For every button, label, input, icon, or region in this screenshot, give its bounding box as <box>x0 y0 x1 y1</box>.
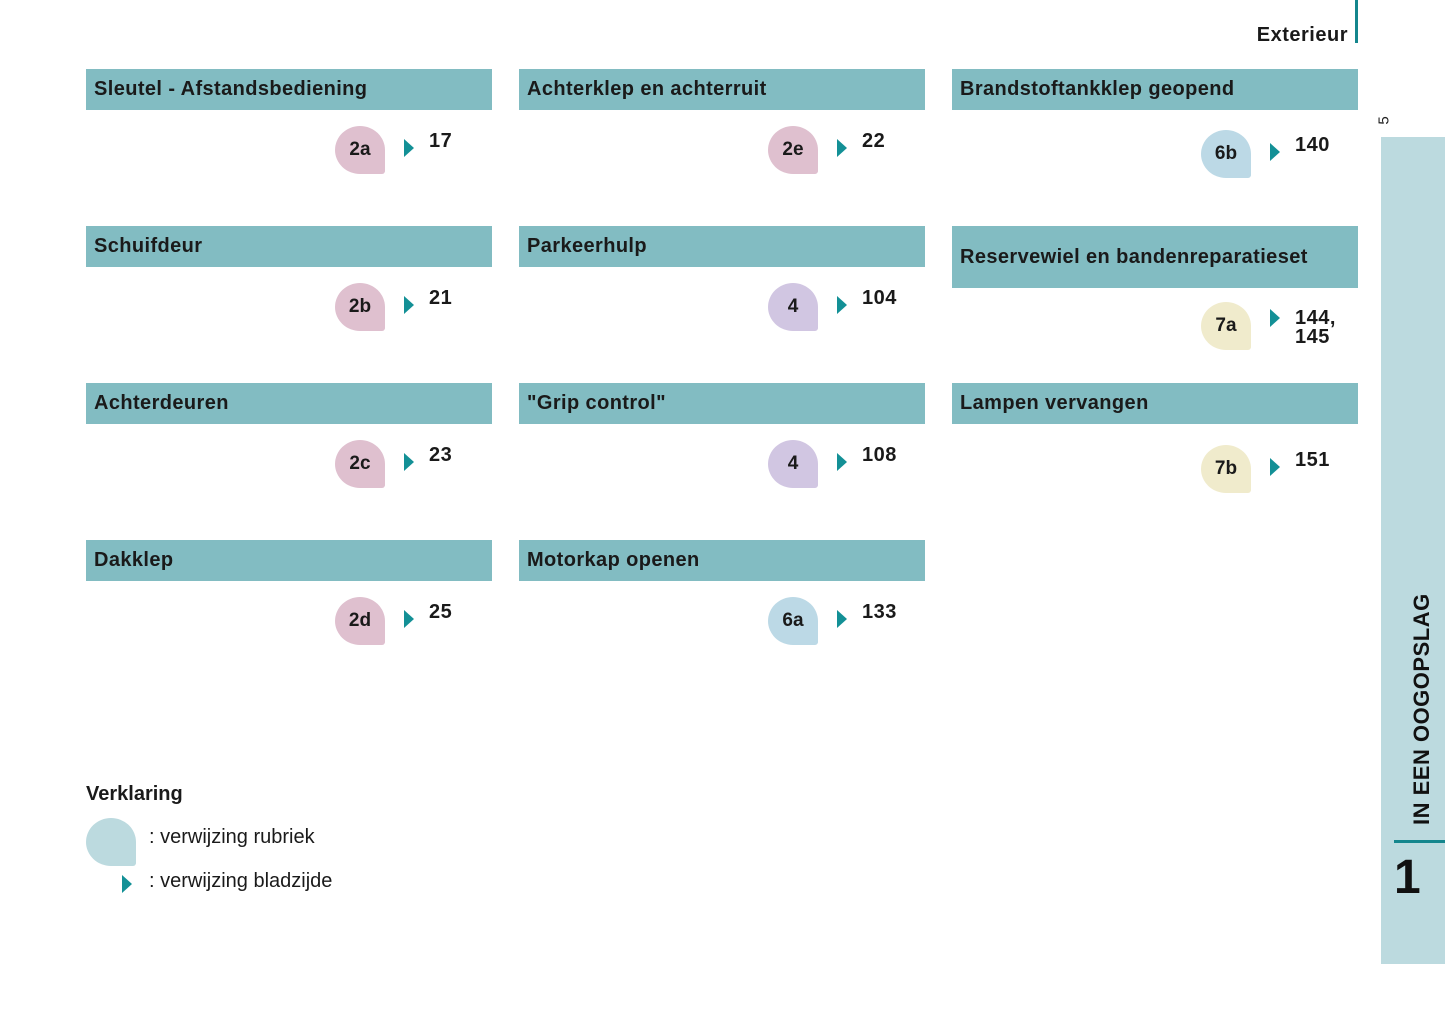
card-schuifdeur: Schuifdeur 2b 21 <box>86 226 492 343</box>
page-arrow-icon <box>837 610 847 628</box>
page-ref[interactable]: 23 <box>429 444 453 466</box>
card-title: Parkeerhulp <box>519 226 925 267</box>
card-title: Brandstoftankklep geopend <box>952 69 1358 110</box>
card-lampen: Lampen vervangen 7b 151 <box>952 383 1358 505</box>
card-brandstoftankklep: Brandstoftankklep geopend 6b 140 <box>952 69 1358 190</box>
rubric-bubble[interactable]: 2e <box>768 126 818 174</box>
page-arrow-icon <box>1270 143 1280 161</box>
rubric-bubble[interactable]: 4 <box>768 283 818 331</box>
page-ref[interactable]: 21 <box>429 287 453 309</box>
page-arrow-icon <box>404 453 414 471</box>
page-arrow-icon <box>837 296 847 314</box>
legend-rubric-bubble-icon <box>86 818 136 866</box>
legend-page-text: : verwijzing bladzijde <box>149 870 333 892</box>
card-title: Achterdeuren <box>86 383 492 424</box>
page-arrow-icon <box>404 296 414 314</box>
rubric-bubble[interactable]: 2d <box>335 597 385 645</box>
page-number: 5 <box>1375 116 1393 125</box>
chapter-number: 1 <box>1394 851 1421 904</box>
page-ref[interactable]: 25 <box>429 601 453 623</box>
card-title: Reservewiel en bandenreparatieset <box>952 226 1358 288</box>
rubric-bubble[interactable]: 6a <box>768 597 818 645</box>
rubric-bubble[interactable]: 6b <box>1201 130 1251 178</box>
rubric-bubble[interactable]: 7a <box>1201 302 1251 350</box>
card-grip-control: "Grip control" 4 108 <box>519 383 925 500</box>
card-sleutel: Sleutel - Afstandsbediening 2a 17 <box>86 69 492 186</box>
page-ref-1[interactable]: 144, <box>1295 307 1336 329</box>
card-dakklep: Dakklep 2d 25 <box>86 540 492 657</box>
rubric-bubble[interactable]: 7b <box>1201 445 1251 493</box>
card-title: Sleutel - Afstandsbediening <box>86 69 492 110</box>
chapter-divider <box>1394 840 1445 843</box>
page-ref[interactable]: 144, 145 <box>1295 307 1336 348</box>
section-title: Exterieur <box>1256 24 1348 46</box>
rubric-bubble[interactable]: 2c <box>335 440 385 488</box>
page-arrow-icon <box>837 139 847 157</box>
card-title: Achterklep en achterruit <box>519 69 925 110</box>
chapter-tab[interactable] <box>1381 137 1445 964</box>
page-ref[interactable]: 17 <box>429 130 453 152</box>
rubric-bubble[interactable]: 4 <box>768 440 818 488</box>
legend-title: Verklaring <box>86 783 183 805</box>
card-motorkap: Motorkap openen 6a 133 <box>519 540 925 657</box>
page-ref[interactable]: 108 <box>862 444 897 466</box>
card-title: "Grip control" <box>519 383 925 424</box>
page-ref[interactable]: 104 <box>862 287 897 309</box>
card-title: Schuifdeur <box>86 226 492 267</box>
card-parkeerhulp: Parkeerhulp 4 104 <box>519 226 925 343</box>
card-title: Dakklep <box>86 540 492 581</box>
page-ref[interactable]: 140 <box>1295 134 1330 156</box>
card-title: Lampen vervangen <box>952 383 1358 424</box>
legend-rubric-text: : verwijzing rubriek <box>149 826 315 848</box>
page-ref-2[interactable]: 145 <box>1295 326 1330 348</box>
card-achterklep: Achterklep en achterruit 2e 22 <box>519 69 925 186</box>
page-arrow-icon <box>404 610 414 628</box>
page-ref[interactable]: 151 <box>1295 449 1330 471</box>
rubric-bubble[interactable]: 2b <box>335 283 385 331</box>
section-divider <box>1355 0 1358 43</box>
page-arrow-icon <box>404 139 414 157</box>
card-achterdeuren: Achterdeuren 2c 23 <box>86 383 492 500</box>
page-arrow-icon <box>1270 309 1280 327</box>
page-ref[interactable]: 133 <box>862 601 897 623</box>
chapter-title: IN EEN OOGOPSLAG <box>1409 593 1434 825</box>
page-arrow-icon <box>837 453 847 471</box>
legend-arrow-icon <box>122 875 132 893</box>
page-ref[interactable]: 22 <box>862 130 886 152</box>
page-arrow-icon <box>1270 458 1280 476</box>
card-title: Motorkap openen <box>519 540 925 581</box>
card-reservewiel: Reservewiel en bandenreparatieset 7a 144… <box>952 226 1358 362</box>
rubric-bubble[interactable]: 2a <box>335 126 385 174</box>
